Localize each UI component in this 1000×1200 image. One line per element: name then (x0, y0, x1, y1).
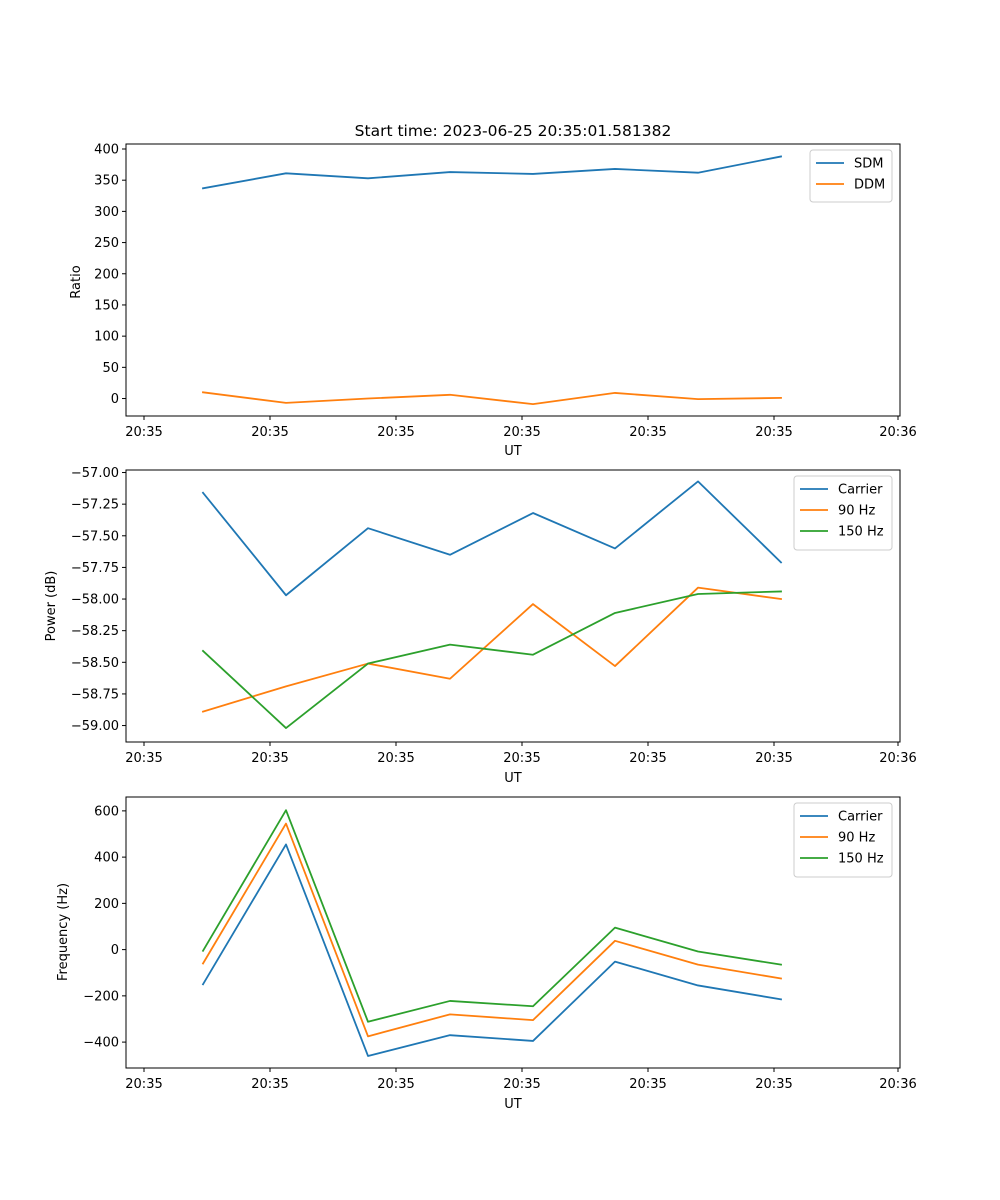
x-axis-label: UT (504, 444, 522, 459)
y-tick-label: −200 (83, 989, 119, 1004)
x-tick-label: 20:35 (377, 425, 414, 440)
x-axis-label: UT (504, 771, 522, 786)
y-tick-label: 200 (94, 897, 119, 912)
legend-entry: 90 Hz (838, 831, 875, 846)
y-tick-label: 200 (94, 267, 119, 282)
x-tick-label: 20:35 (629, 1077, 666, 1092)
y-axis-label: Frequency (Hz) (56, 883, 71, 981)
legend-entry: SDM (854, 157, 883, 172)
series-line-carrier (201, 480, 783, 597)
y-tick-label: −59.00 (71, 719, 119, 734)
y-tick-label: 350 (94, 174, 119, 189)
power-plot-area: −59.00 −58.75 −58.50 −58.25 −58.00 −57.75 −57.… (71, 466, 917, 766)
x-axis-label: UT (504, 1097, 522, 1112)
y-tick-label: −58.75 (71, 687, 119, 702)
ratio-panel: Start time: 2023-06-25 20:35:01.581382 0… (69, 122, 917, 459)
series-line-carrier (201, 843, 783, 1057)
series-line-90-hz (201, 822, 783, 1038)
legend-entry: 90 Hz (838, 504, 875, 519)
power-panel: −59.00 −58.75 −58.50 −58.25 −58.00 −57.75 −57.… (44, 466, 917, 786)
y-tick-label: −57.00 (71, 466, 119, 481)
y-tick-label: −58.50 (71, 656, 119, 671)
y-tick-label: 0 (111, 943, 119, 958)
x-tick-label: 20:36 (879, 425, 916, 440)
x-tick-label: 20:35 (251, 751, 288, 766)
y-tick-label: −58.25 (71, 624, 119, 639)
y-tick-label: −58.00 (71, 593, 119, 608)
axes-frame (125, 796, 901, 1069)
series-line-150-hz (201, 590, 782, 729)
x-tick-label: 20:35 (125, 751, 162, 766)
legend-entry: DDM (854, 178, 885, 193)
y-tick-label: 250 (94, 236, 119, 251)
x-tick-label: 20:35 (629, 425, 666, 440)
legend: Carrier 90 Hz 150 Hz (793, 802, 893, 878)
y-tick-label: 300 (94, 205, 119, 220)
series-line-sdm (201, 155, 783, 190)
x-tick-label: 20:35 (755, 1077, 792, 1092)
x-tick-label: 20:35 (755, 751, 792, 766)
y-axis-label: Ratio (69, 265, 84, 298)
x-tick-label: 20:35 (629, 751, 666, 766)
legend: SDM DDM (809, 149, 893, 203)
y-tick-label: −57.25 (71, 498, 119, 513)
x-tick-label: 20:35 (503, 751, 540, 766)
y-tick-label: −57.75 (71, 561, 119, 576)
x-tick-label: 20:35 (503, 425, 540, 440)
series-line-150-hz (201, 809, 783, 1023)
axes-frame (125, 143, 901, 417)
x-tick-label: 20:35 (251, 425, 288, 440)
frequency-panel: −400 −200 0 200 400 600 20:35 20:35 20:35 20:35 20… (56, 796, 917, 1112)
y-axis-label: Power (dB) (44, 571, 59, 642)
y-tick-label: 150 (94, 298, 119, 313)
y-tick-label: 400 (94, 851, 119, 866)
y-tick-label: 100 (94, 330, 119, 345)
legend: Carrier 90 Hz 150 Hz (793, 475, 893, 551)
x-tick-label: 20:35 (503, 1077, 540, 1092)
axes-frame (125, 469, 901, 743)
legend-entry: Carrier (838, 483, 883, 498)
x-tick-label: 20:35 (125, 1077, 162, 1092)
chart-title: Start time: 2023-06-25 20:35:01.581382 (355, 122, 672, 140)
y-tick-label: −57.50 (71, 529, 119, 544)
x-tick-label: 20:36 (879, 751, 916, 766)
y-tick-label: 400 (94, 142, 119, 157)
x-tick-label: 20:35 (755, 425, 792, 440)
y-tick-label: 0 (111, 392, 119, 407)
y-tick-label: −400 (83, 1036, 119, 1051)
y-tick-label: 600 (94, 804, 119, 819)
legend-entry: Carrier (838, 810, 883, 825)
y-tick-label: 50 (102, 361, 119, 376)
legend-entry: 150 Hz (838, 525, 884, 540)
x-tick-label: 20:36 (879, 1077, 916, 1092)
legend-entry: 150 Hz (838, 852, 884, 867)
x-tick-label: 20:35 (251, 1077, 288, 1092)
x-tick-label: 20:35 (377, 1077, 414, 1092)
series-line-90-hz (201, 586, 783, 713)
x-tick-label: 20:35 (125, 425, 162, 440)
x-tick-label: 20:35 (377, 751, 414, 766)
series-line-ddm (201, 391, 782, 406)
ratio-plot-area: 0 50 100 150 200 250 300 350 400 20:35 20:35 20:35 2… (94, 142, 917, 440)
frequency-plot-area: −400 −200 0 200 400 600 20:35 20:35 20:35 20:35 20… (83, 796, 917, 1092)
